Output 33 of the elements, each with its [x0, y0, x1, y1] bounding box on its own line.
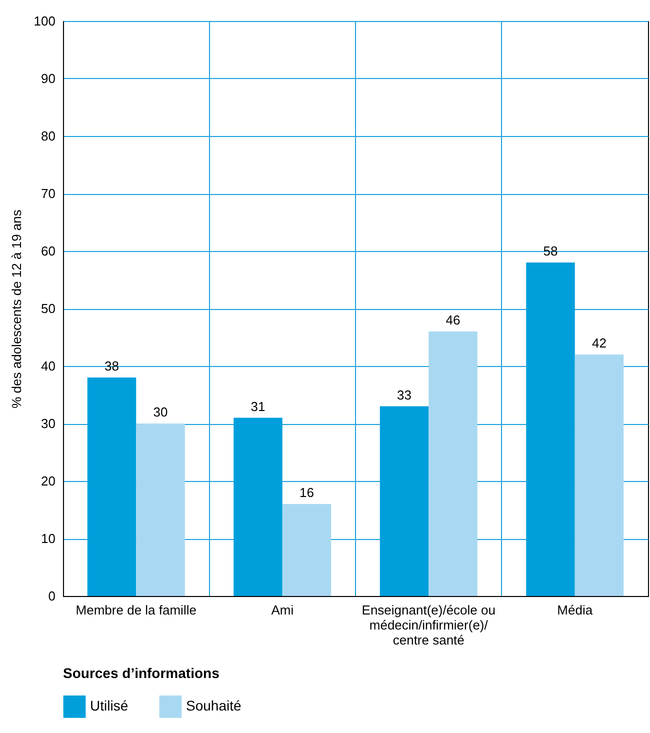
data-label: 33: [397, 387, 412, 402]
y-tick-label: 10: [41, 531, 56, 546]
bar: [234, 418, 282, 596]
data-label: 42: [592, 336, 606, 350]
bar: [526, 262, 575, 596]
data-label: 31: [250, 398, 266, 414]
x-tick-label: Membre de la famille: [76, 602, 196, 618]
y-tick-label: 80: [41, 128, 56, 144]
y-tick-label: 30: [41, 416, 56, 431]
data-label: 30: [153, 404, 168, 420]
legend-title: Sources d’informations: [63, 665, 220, 681]
bar: [87, 378, 136, 596]
bar: [136, 424, 185, 596]
x-tick-label: Média: [557, 602, 594, 618]
y-tick-label: 90: [41, 71, 56, 86]
data-label: 16: [300, 485, 314, 500]
bar: [380, 406, 429, 596]
x-tick-label: Ami: [271, 602, 294, 618]
y-tick-label: 40: [41, 358, 56, 374]
legend-label: Souhaité: [186, 698, 242, 714]
y-tick-label: 50: [41, 301, 56, 316]
y-tick-label: 20: [41, 474, 56, 488]
bar: [428, 332, 478, 596]
bar: [574, 354, 624, 596]
legend-label: Utilisé: [90, 698, 128, 714]
y-tick-label: 60: [41, 244, 56, 258]
y-axis-title: % des adolescents de 12 à 19 ans: [8, 209, 24, 408]
data-label: 46: [446, 312, 460, 328]
y-tick-label: 70: [41, 186, 56, 201]
y-tick-label: 0: [48, 588, 56, 604]
x-tick-label: Enseignant(e)/école ou médecin/infirmier(e)/centre santé: [362, 602, 496, 648]
y-tick-label: 100: [34, 14, 56, 28]
bar: [282, 504, 332, 596]
